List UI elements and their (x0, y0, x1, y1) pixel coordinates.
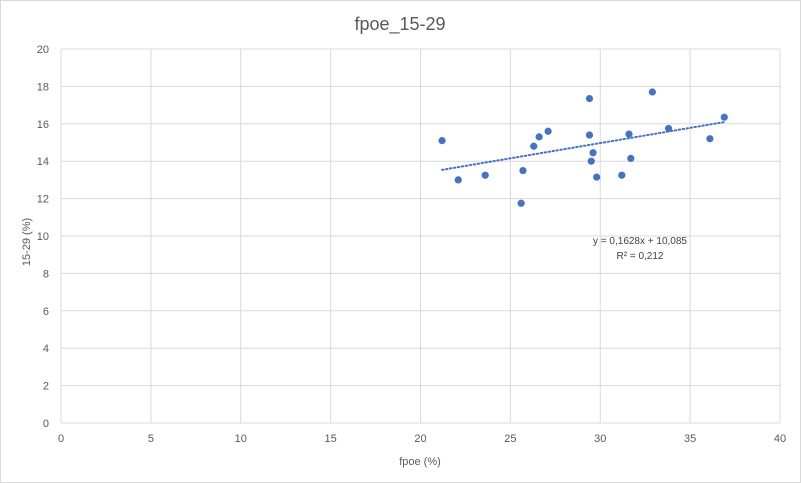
y-tick-label: 14 (37, 156, 49, 168)
x-tick-label: 20 (414, 433, 426, 445)
trendline-equation: y = 0,1628x + 10,085 (593, 236, 687, 247)
data-point (544, 127, 552, 135)
x-tick-label: 40 (774, 433, 786, 445)
y-tick-label: 18 (37, 81, 49, 93)
x-tick-label: 0 (58, 433, 64, 445)
y-tick-label: 0 (43, 418, 49, 430)
y-axis-label: 15-29 (%) (21, 218, 33, 266)
gridlines (60, 48, 781, 424)
data-point (585, 94, 594, 103)
x-tick-label: 15 (325, 433, 337, 445)
y-tick-label: 8 (43, 268, 49, 280)
data-point (585, 131, 594, 139)
y-tick-label: 2 (43, 381, 49, 393)
y-tick-label: 6 (43, 306, 49, 318)
data-point (593, 173, 601, 181)
y-axis-tick-labels: 0 2 4 6 8 10 12 14 16 18 20 (37, 44, 49, 430)
data-point (618, 171, 626, 179)
y-tick-label: 20 (37, 44, 49, 56)
data-point (720, 113, 728, 121)
x-tick-label: 35 (684, 433, 696, 445)
data-point (535, 133, 543, 141)
trendline (441, 121, 726, 171)
x-tick-label: 10 (235, 433, 247, 445)
data-point (519, 166, 527, 175)
data-points (438, 88, 728, 207)
y-tick-label: 4 (43, 343, 49, 355)
data-point (664, 124, 673, 133)
x-tick-label: 5 (148, 433, 154, 445)
data-point (625, 130, 633, 138)
data-point (706, 135, 714, 143)
y-tick-label: 12 (37, 194, 49, 206)
trendline-r-squared: R² = 0,212 (617, 251, 664, 262)
trendline-group (441, 121, 726, 171)
data-point (517, 199, 525, 207)
chart-title: fpoe_15-29 (354, 14, 445, 35)
data-point (481, 171, 489, 179)
data-point (589, 149, 597, 157)
y-tick-label: 10 (37, 231, 49, 243)
x-tick-label: 30 (594, 433, 606, 445)
data-point (587, 157, 595, 165)
data-point (454, 176, 462, 184)
data-point (530, 142, 538, 150)
data-point (648, 88, 656, 96)
data-point (438, 137, 446, 145)
x-axis-label: fpoe (%) (399, 456, 441, 468)
y-tick-label: 16 (37, 119, 49, 131)
x-axis-tick-labels: 0 5 10 15 20 25 30 35 40 (58, 433, 786, 445)
data-point (627, 154, 635, 162)
x-tick-label: 25 (504, 433, 516, 445)
